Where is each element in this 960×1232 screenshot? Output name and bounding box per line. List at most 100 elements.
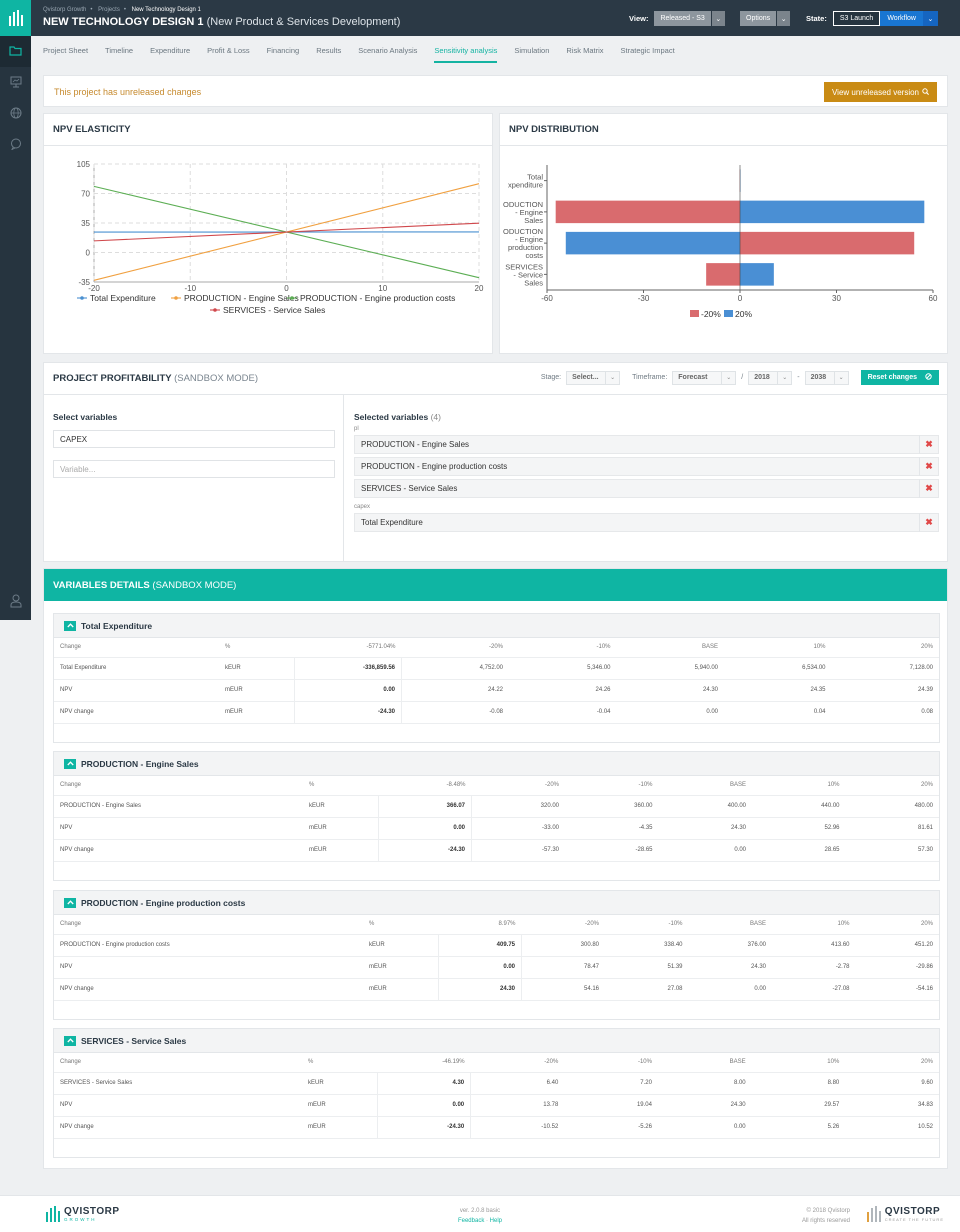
editable-value-cell[interactable]: 0.00 bbox=[438, 956, 522, 979]
chevron-down-icon[interactable]: ⌄ bbox=[922, 11, 938, 26]
variable-table-header[interactable]: SERVICES - Service Sales bbox=[54, 1029, 939, 1053]
tab-scenario-analysis[interactable]: Scenario Analysis bbox=[358, 46, 418, 55]
options-button[interactable]: Options bbox=[740, 11, 777, 26]
tab-risk-matrix[interactable]: Risk Matrix bbox=[566, 46, 604, 55]
value-cell: 360.00 bbox=[565, 795, 659, 818]
chevron-up-icon[interactable] bbox=[64, 620, 76, 631]
projects-nav-item[interactable] bbox=[0, 36, 31, 67]
distribution-bar bbox=[565, 231, 740, 255]
chevron-down-icon[interactable]: ⌄ bbox=[606, 370, 621, 385]
search-icon bbox=[922, 87, 929, 97]
editable-value-cell[interactable]: -24.30 bbox=[378, 839, 472, 862]
presentation-nav-item[interactable] bbox=[0, 67, 31, 98]
selected-variable-name: PRODUCTION - Engine Sales bbox=[361, 440, 470, 449]
legend-label[interactable]: PRODUCTION - Engine production costs bbox=[300, 293, 455, 303]
row-label: NPV bbox=[54, 956, 363, 979]
qvistorp-logo-icon bbox=[46, 1206, 60, 1224]
remove-icon[interactable]: ✖ bbox=[919, 479, 938, 498]
selected-variable-name: Total Expenditure bbox=[361, 518, 423, 527]
chevron-down-icon[interactable]: ⌄ bbox=[834, 370, 849, 385]
editable-value-cell[interactable]: 0.00 bbox=[377, 1094, 472, 1117]
legend-label[interactable]: 20% bbox=[735, 309, 752, 319]
variable-table-header[interactable]: Total Expenditure bbox=[54, 614, 939, 638]
column-header: 20% bbox=[855, 915, 939, 935]
folder-icon bbox=[9, 45, 22, 58]
remove-icon[interactable]: ✖ bbox=[919, 457, 938, 476]
reset-label: Reset changes bbox=[867, 374, 917, 381]
project-type: (New Product & Services Development) bbox=[206, 16, 401, 28]
value-cell: 24.30 bbox=[616, 679, 724, 702]
legend-label[interactable]: SERVICES - Service Sales bbox=[223, 305, 325, 315]
tab-results[interactable]: Results bbox=[316, 46, 342, 55]
state-value[interactable]: S3 Launch bbox=[832, 11, 881, 26]
selected-variable-row: SERVICES - Service Sales ✖ bbox=[354, 479, 939, 498]
breadcrumb: Qvistorp Growth • Projects • New Technolog… bbox=[43, 7, 201, 13]
editable-value-cell[interactable]: -24.30 bbox=[294, 701, 402, 724]
project-name: NEW TECHNOLOGY DESIGN 1 bbox=[43, 16, 204, 28]
editable-value-cell[interactable]: -24.30 bbox=[377, 1116, 472, 1139]
variable-group-label: capex bbox=[354, 504, 371, 510]
breadcrumb-item[interactable]: Projects bbox=[98, 7, 120, 13]
tab-sensitivity-analysis[interactable]: Sensitivity analysis bbox=[434, 36, 498, 63]
editable-value-cell[interactable]: 0.00 bbox=[294, 679, 402, 702]
editable-value-cell[interactable]: 0.00 bbox=[378, 817, 472, 840]
variable-input[interactable]: Variable... bbox=[53, 460, 335, 478]
variable-table: Change% 8.97% -20% -10% BASE 10% 20% PRODUCTION… bbox=[54, 915, 939, 1001]
remove-icon[interactable]: ✖ bbox=[919, 513, 938, 532]
tab-simulation[interactable]: Simulation bbox=[514, 46, 550, 55]
variable-table-header[interactable]: PRODUCTION - Engine Sales bbox=[54, 752, 939, 776]
tab-timeline[interactable]: Timeline bbox=[105, 46, 134, 55]
view-select[interactable]: Released - S3 bbox=[654, 11, 711, 26]
remove-icon[interactable]: ✖ bbox=[919, 435, 938, 454]
breadcrumb-item[interactable]: Qvistorp Growth bbox=[43, 7, 87, 13]
timeframe-select[interactable]: Forecast bbox=[672, 370, 723, 385]
row-label: PRODUCTION - Engine Sales bbox=[54, 795, 303, 818]
value-cell: 480.00 bbox=[845, 795, 939, 818]
chat-nav-item[interactable] bbox=[0, 129, 31, 160]
tab-strategic-impact[interactable]: Strategic Impact bbox=[620, 46, 675, 55]
editable-value-cell[interactable]: 4.30 bbox=[377, 1072, 472, 1095]
reset-changes-button[interactable]: Reset changes bbox=[860, 370, 939, 385]
editable-value-cell[interactable]: 409.75 bbox=[438, 934, 522, 957]
user-nav-item[interactable] bbox=[0, 590, 31, 614]
value-cell: 78.47 bbox=[521, 956, 605, 979]
tab-project-sheet[interactable]: Project Sheet bbox=[43, 46, 89, 55]
editable-value-cell[interactable]: 366.07 bbox=[378, 795, 472, 818]
value-cell: 0.00 bbox=[688, 978, 772, 1001]
chevron-up-icon[interactable] bbox=[64, 758, 76, 769]
feedback-link[interactable]: Feedback bbox=[457, 1218, 485, 1224]
editable-value-cell[interactable]: 24.30 bbox=[438, 978, 522, 1001]
column-header: -5771.04% bbox=[294, 638, 402, 658]
page-title: NEW TECHNOLOGY DESIGN 1 (New Product & S… bbox=[43, 16, 400, 28]
legend-label[interactable]: Total Expenditure bbox=[90, 293, 156, 303]
year-to-select[interactable]: 2038 bbox=[804, 370, 835, 385]
year-from-select[interactable]: 2018 bbox=[748, 370, 779, 385]
column-header: -20% bbox=[470, 1053, 565, 1073]
chevron-down-icon[interactable]: ⌄ bbox=[778, 370, 793, 385]
selected-variable-row: PRODUCTION - Engine Sales ✖ bbox=[354, 435, 939, 454]
tab-financing[interactable]: Financing bbox=[266, 46, 300, 55]
column-header: % bbox=[219, 638, 294, 658]
category-label: SERVICES - Service Sales bbox=[505, 262, 543, 287]
workflow-button[interactable]: Workflow bbox=[880, 11, 923, 26]
chevron-up-icon[interactable] bbox=[64, 1035, 76, 1046]
legend-label[interactable]: PRODUCTION - Engine Sales bbox=[184, 293, 299, 303]
table-row: NPV mEUR 0.00 24.22 24.26 24.30 24.35 24.39 bbox=[54, 679, 939, 702]
project-profitability-card: PROJECT PROFITABILITY (SANDBOX MODE) Sta… bbox=[43, 362, 948, 562]
app-logo-icon[interactable] bbox=[0, 0, 31, 36]
chevron-up-icon[interactable] bbox=[64, 897, 76, 908]
tab-profit-loss[interactable]: Profit & Loss bbox=[207, 46, 250, 55]
column-header: 10% bbox=[751, 1053, 846, 1073]
tab-expenditure[interactable]: Expenditure bbox=[150, 46, 191, 55]
help-link[interactable]: Help bbox=[489, 1218, 503, 1224]
category-select[interactable]: CAPEX bbox=[53, 430, 335, 448]
variable-table-header[interactable]: PRODUCTION - Engine production costs bbox=[54, 891, 939, 915]
legend-label[interactable]: -20% bbox=[701, 309, 721, 319]
editable-value-cell[interactable]: -336,859.56 bbox=[294, 657, 402, 680]
chevron-down-icon[interactable]: ⌄ bbox=[777, 11, 791, 26]
chevron-down-icon[interactable]: ⌄ bbox=[722, 370, 737, 385]
globe-nav-item[interactable] bbox=[0, 98, 31, 129]
stage-select[interactable]: Select... bbox=[566, 370, 607, 385]
chevron-down-icon[interactable]: ⌄ bbox=[711, 11, 725, 26]
view-unreleased-button[interactable]: View unreleased version bbox=[823, 82, 937, 102]
